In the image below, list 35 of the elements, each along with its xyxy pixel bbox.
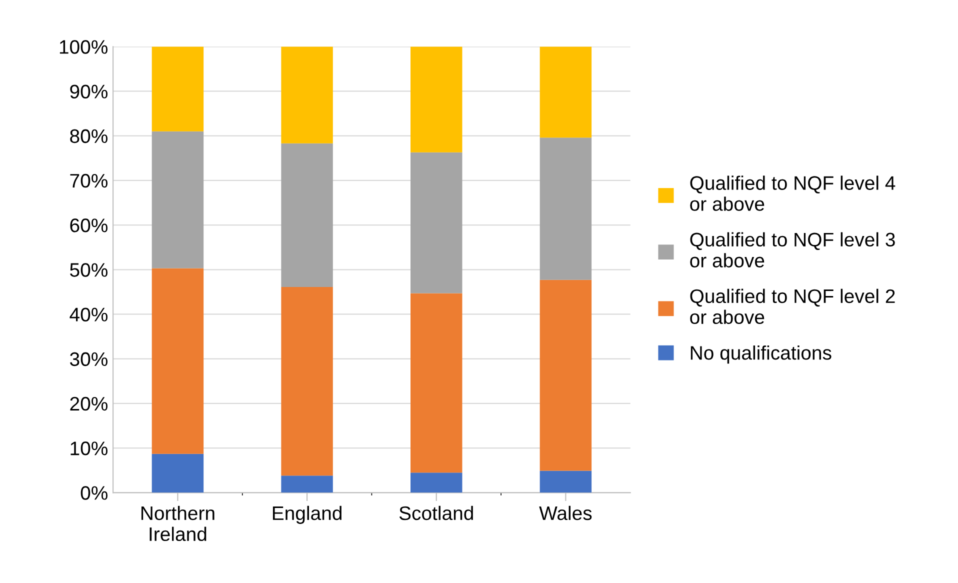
bar bbox=[281, 143, 333, 288]
y-tick-label: 10% bbox=[70, 442, 108, 456]
legend-label: No qualifications bbox=[690, 345, 832, 364]
bar bbox=[281, 287, 333, 476]
y-tick-label: 60% bbox=[70, 218, 108, 232]
bar bbox=[152, 454, 204, 493]
bar bbox=[281, 46, 333, 144]
bar bbox=[410, 46, 462, 152]
x-tick-label: Northern Ireland bbox=[141, 506, 214, 542]
y-tick-label: 70% bbox=[70, 174, 108, 188]
y-tick-label: 20% bbox=[70, 396, 108, 411]
y-tick-label: 0% bbox=[80, 486, 108, 500]
y-tick-label: 50% bbox=[70, 263, 108, 277]
bar bbox=[152, 268, 204, 454]
x-tick-label: Wales bbox=[539, 506, 592, 520]
bar bbox=[152, 131, 204, 268]
bar bbox=[540, 46, 592, 138]
legend-label: Qualified to NQF level 3 or above bbox=[690, 232, 895, 268]
bar bbox=[410, 152, 462, 294]
x-tick-label: Scotland bbox=[399, 506, 473, 520]
legend-label: Qualified to NQF level 4 or above bbox=[690, 176, 896, 211]
y-tick-label: 40% bbox=[70, 308, 108, 322]
bar bbox=[152, 46, 204, 132]
y-tick-label: 90% bbox=[70, 84, 108, 98]
bar bbox=[540, 280, 592, 471]
bar bbox=[410, 472, 462, 493]
legend-label: Qualified to NQF level 2 or above bbox=[690, 288, 895, 324]
x-tick-label: England bbox=[272, 506, 342, 524]
y-tick-label: 100% bbox=[60, 40, 108, 54]
bar bbox=[540, 470, 592, 493]
y-tick-label: 30% bbox=[70, 352, 108, 366]
bar bbox=[410, 293, 462, 473]
bar bbox=[281, 476, 333, 493]
bar bbox=[540, 138, 592, 280]
y-tick-label: 80% bbox=[70, 129, 108, 144]
